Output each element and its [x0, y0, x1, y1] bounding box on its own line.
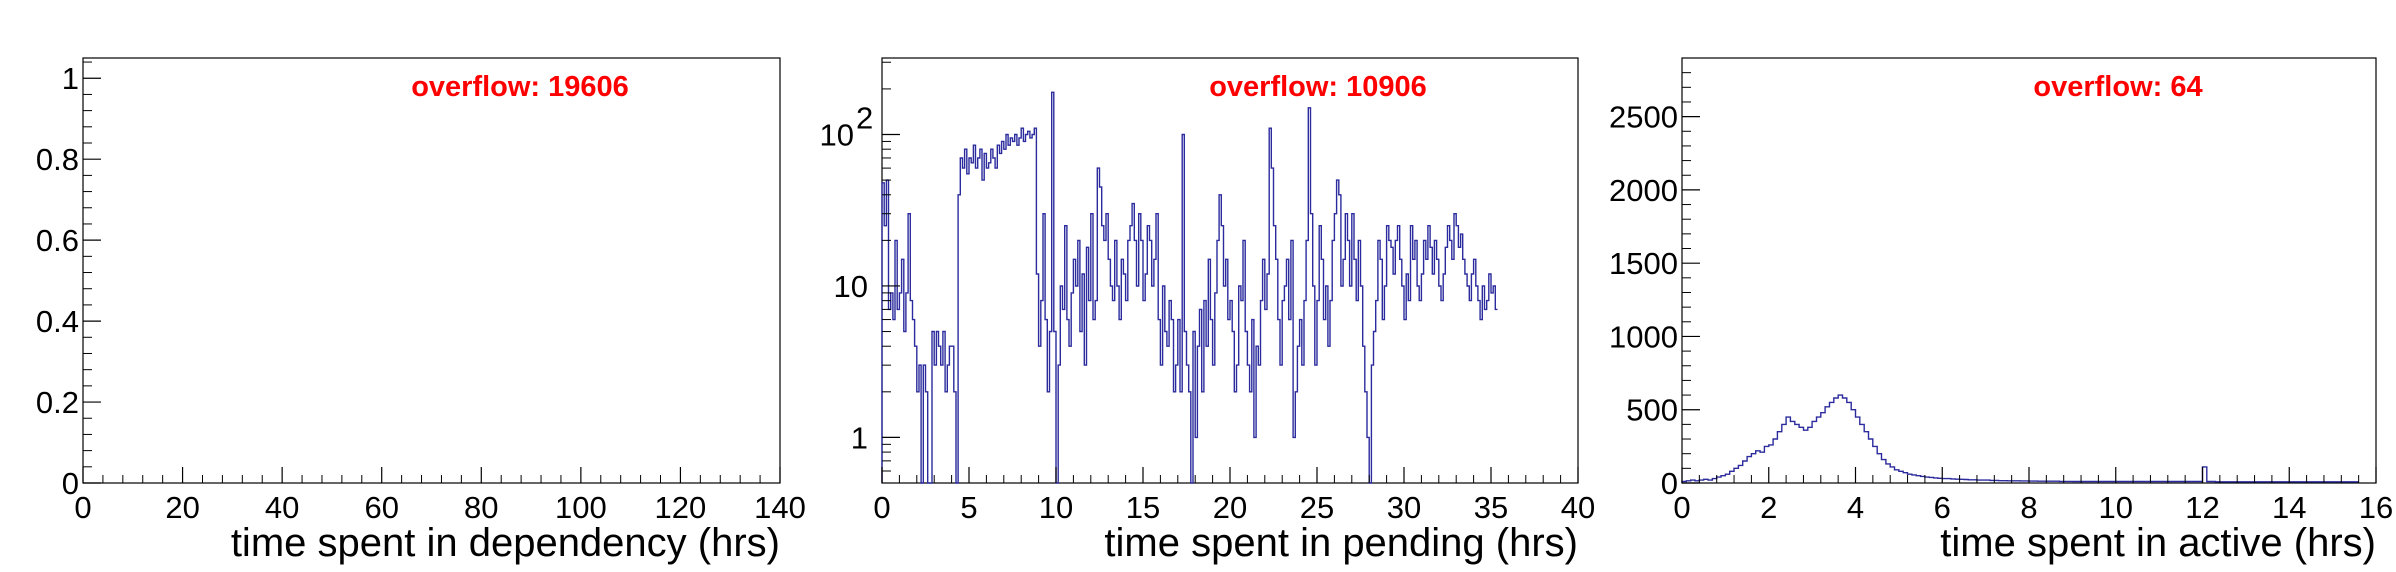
y-tick-label: 2000	[1609, 173, 1678, 208]
x-tick-label: 100	[555, 490, 607, 525]
x-tick-label: 40	[265, 490, 299, 525]
y-tick-label: 0.2	[36, 385, 79, 420]
x-tick-label: 2	[1760, 490, 1777, 525]
x-tick-label: 120	[655, 490, 707, 525]
histogram-series-line	[1681, 394, 2359, 483]
overflow-annotation: overflow: 10906	[1209, 71, 1427, 103]
y-tick-label: 1	[851, 420, 868, 455]
y-tick-label: 0.8	[36, 142, 79, 177]
x-tick-label: 10	[1039, 490, 1073, 525]
x-axis-title: time spent in pending (hrs)	[1104, 521, 1578, 565]
overflow-annotation: overflow: 19606	[411, 71, 629, 103]
plot-frame	[82, 57, 781, 484]
x-tick-label: 4	[1847, 490, 1864, 525]
x-tick-label: 14	[2272, 490, 2306, 525]
x-tick-label: 0	[873, 490, 890, 525]
x-tick-label: 20	[165, 490, 199, 525]
x-tick-label: 25	[1300, 490, 1334, 525]
x-tick-label: 30	[1387, 490, 1421, 525]
x-tick-label: 8	[2020, 490, 2037, 525]
histogram-dependency: 0 20 40 60 80 100 120 140 0 0.2 0.4 0.6 0.8 1 time spe…	[36, 57, 806, 565]
y-tick-label: 1500	[1609, 246, 1678, 281]
x-tick-label: 80	[464, 490, 498, 525]
x-tick-label: 0	[74, 490, 91, 525]
y-tick-label: 1000	[1609, 319, 1678, 354]
x-tick-label: 40	[1561, 490, 1595, 525]
y-tick-label: 0	[1661, 466, 1678, 501]
x-tick-label: 20	[1213, 490, 1247, 525]
x-tick-label: 10	[2099, 490, 2133, 525]
y-tick-label: 0	[62, 466, 79, 501]
y-tick-label: 2500	[1609, 100, 1678, 135]
y-tick-exponent: 2	[856, 101, 873, 136]
y-tick-label: 0.4	[36, 304, 79, 339]
x-tick-label: 0	[1673, 490, 1690, 525]
histogram-series-line	[881, 91, 1498, 484]
y-tick-label: 1	[62, 61, 79, 96]
y-tick-label: 10	[834, 269, 868, 304]
x-tick-label: 60	[364, 490, 398, 525]
x-axis-title: time spent in active (hrs)	[1940, 521, 2376, 565]
x-tick-label: 6	[1934, 490, 1951, 525]
x-tick-label: 15	[1126, 490, 1160, 525]
x-tick-label: 12	[2185, 490, 2219, 525]
y-tick-label: 0.6	[36, 223, 79, 258]
x-tick-label: 5	[960, 490, 977, 525]
y-tick-label: 500	[1626, 393, 1678, 428]
overflow-annotation: overflow: 64	[2033, 71, 2202, 103]
x-tick-label: 16	[2359, 490, 2393, 525]
x-axis-title: time spent in dependency (hrs)	[231, 521, 780, 565]
histogram-active: 0 2 4 6 8 10 12 14 16 0 500 1000 1500 2000 2500 time sp…	[1609, 57, 2393, 565]
x-tick-label: 35	[1474, 490, 1508, 525]
y-tick-label: 10	[820, 118, 854, 153]
x-tick-label: 140	[754, 490, 806, 525]
